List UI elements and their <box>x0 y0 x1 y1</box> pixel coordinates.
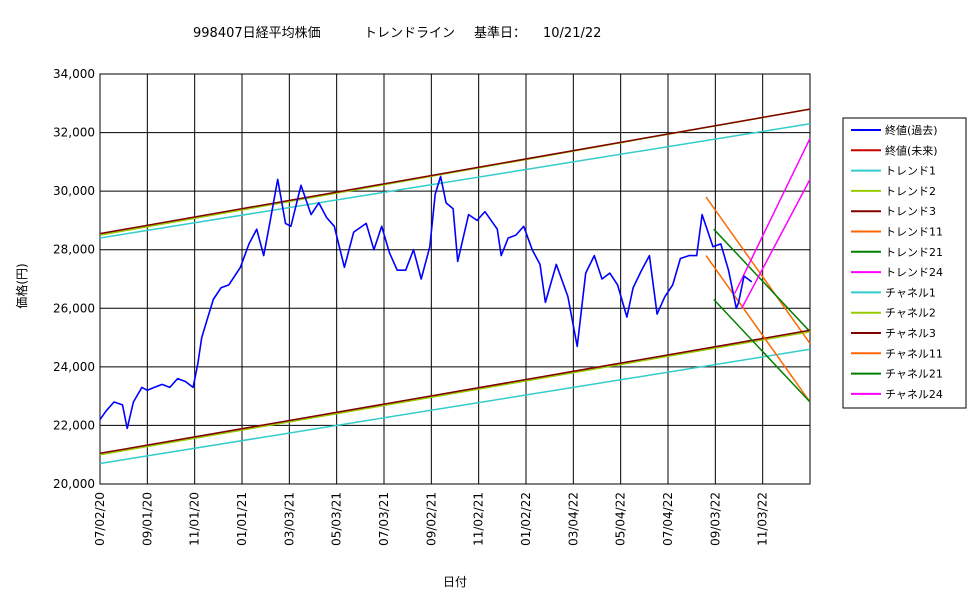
legend-label: トレンド21 <box>885 246 943 259</box>
plot-area <box>99 73 811 485</box>
legend: 終値(過去) 終値(未来) トレンド1 トレンド2 トレンド3 トレンド11 トレンド21 ト… <box>851 123 943 401</box>
y-tick-label: 32,000 <box>53 126 95 140</box>
legend-label: 終値(未来) <box>885 143 938 157</box>
x-axis-ticks: 07/02/20 09/01/20 11/01/20 01/01/21 03/03/21… <box>93 492 770 546</box>
x-tick-label: 07/04/22 <box>661 492 675 546</box>
series-line-5 <box>705 196 811 344</box>
x-tick-label: 05/04/22 <box>614 492 628 546</box>
legend-label: トレンド1 <box>885 165 936 178</box>
y-tick-label: 30,000 <box>53 184 95 198</box>
series-line-8 <box>99 348 811 465</box>
x-tick-label: 01/02/22 <box>519 492 533 546</box>
x-tick-label: 11/01/20 <box>188 492 202 546</box>
legend-box <box>842 117 967 409</box>
legend-label: 終値(過去) <box>885 123 938 137</box>
legend-label: チャネル21 <box>885 368 943 381</box>
series-line-12 <box>713 298 811 403</box>
x-axis-label: 日付 <box>443 575 467 589</box>
chart-title-subtitle: トレンドライン <box>364 26 455 41</box>
x-tick-label: 01/01/21 <box>235 492 249 546</box>
y-tick-label: 20,000 <box>53 477 95 491</box>
legend-label: チャネル11 <box>885 347 943 360</box>
legend-label: トレンド24 <box>885 266 943 279</box>
x-tick-label: 03/03/21 <box>282 492 296 546</box>
y-tick-label: 22,000 <box>53 418 95 432</box>
legend-label: チャネル24 <box>885 388 943 401</box>
x-tick-label: 09/02/21 <box>424 492 438 546</box>
x-tick-label: 03/04/22 <box>566 492 580 546</box>
chart-title-base-label: 基準日： <box>474 25 526 41</box>
x-tick-label: 09/01/20 <box>140 492 154 546</box>
y-tick-label: 34,000 <box>53 67 95 81</box>
legend-label: チャネル3 <box>885 327 936 340</box>
x-tick-label: 11/02/21 <box>472 492 486 546</box>
series-line-2 <box>99 123 811 239</box>
series-line-9 <box>99 330 811 456</box>
y-tick-label: 26,000 <box>53 301 95 315</box>
y-tick-label: 24,000 <box>53 360 95 374</box>
legend-label: トレンド11 <box>885 226 943 239</box>
x-tick-label: 07/02/20 <box>93 492 107 546</box>
series-line-10 <box>99 329 811 455</box>
legend-label: チャネル1 <box>885 286 936 299</box>
legend-label: チャネル2 <box>885 307 936 320</box>
series-line-0 <box>99 175 753 430</box>
chart-title-code: 998407日経平均株価 <box>193 26 321 41</box>
x-tick-label: 11/03/22 <box>756 492 770 546</box>
series-line-7 <box>734 138 811 294</box>
x-tick-label: 07/03/21 <box>377 492 391 546</box>
grid-layer <box>99 73 810 485</box>
series-line-13 <box>741 179 811 309</box>
series-layer <box>99 108 811 465</box>
y-axis-label: 価格(円) <box>14 263 29 308</box>
x-tick-label: 09/03/22 <box>708 492 722 546</box>
chart-title-base-date: 10/21/22 <box>543 26 601 41</box>
legend-label: トレンド2 <box>885 185 936 198</box>
y-tick-label: 28,000 <box>53 243 95 257</box>
legend-label: トレンド3 <box>885 205 936 218</box>
series-line-4 <box>99 108 811 235</box>
series-line-11 <box>705 255 811 403</box>
series-line-6 <box>713 228 811 333</box>
x-tick-label: 05/03/21 <box>330 492 344 546</box>
y-axis-ticks: 20,000 22,000 24,000 26,000 28,000 30,000 32,0… <box>53 67 95 491</box>
